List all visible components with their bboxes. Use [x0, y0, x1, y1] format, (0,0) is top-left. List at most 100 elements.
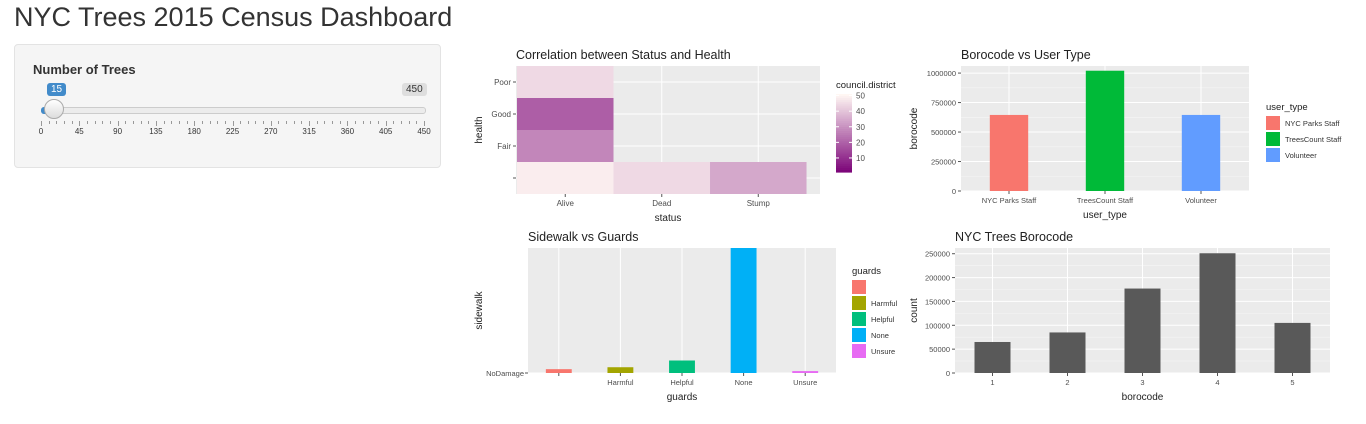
slider-minor-tick	[362, 121, 364, 124]
legend-label: Unsure	[871, 347, 895, 356]
y-tick-label: 750000	[931, 99, 956, 108]
legend-gradient-step	[836, 158, 852, 161]
slider-major-tick	[194, 121, 196, 126]
chart-title: Correlation between Status and Health	[516, 48, 731, 62]
legend-tick-label: 30	[856, 123, 865, 132]
x-tick-label: Unsure	[793, 378, 817, 387]
slider-minor-tick	[125, 121, 127, 124]
slider-panel: Number of Trees 15 450 0 45 90 135 180 225 270…	[14, 44, 441, 168]
slider-minor-tick	[178, 121, 180, 124]
y-tick-label: 150000	[925, 297, 950, 306]
legend-gradient-step	[836, 121, 852, 124]
legend-tick-label: 40	[856, 107, 865, 116]
page-title: NYC Trees 2015 Census Dashboard	[14, 2, 453, 32]
x-tick-label: 2	[1065, 378, 1069, 387]
slider-tick-label: 450	[417, 127, 431, 136]
legend-gradient-step	[836, 119, 852, 122]
slider-tick-label: 45	[74, 127, 84, 136]
slider-major-tick	[309, 121, 311, 126]
slider-minor-tick	[247, 121, 249, 124]
legend-gradient-step	[836, 160, 852, 163]
legend-tick-label: 50	[856, 92, 865, 101]
slider-ticks: 0 45 90 135 180 225 270 315 360 405 450	[38, 121, 431, 141]
slider-track[interactable]	[41, 107, 426, 114]
slider-label: Number of Trees	[33, 62, 136, 77]
legend-gradient-step	[836, 113, 852, 117]
bar	[730, 248, 757, 373]
legend-key	[1266, 116, 1280, 130]
slider-minor-tick	[201, 121, 203, 124]
slider-minor-tick	[102, 121, 104, 124]
heatmap-cell	[710, 162, 807, 194]
legend-gradient-step	[836, 117, 852, 120]
y-tick-label: 0	[952, 187, 956, 196]
legend-key	[852, 344, 866, 358]
x-tick-label: Helpful	[670, 378, 694, 387]
bar	[974, 341, 1011, 373]
x-axis-title: status	[655, 213, 682, 222]
legend-gradient-step	[836, 154, 852, 157]
slider-major-tick	[41, 121, 42, 126]
slider-minor-tick	[163, 121, 165, 124]
x-tick-label: Alive	[557, 199, 575, 208]
legend-label: Volunteer	[1285, 151, 1317, 160]
legend-gradient-step	[836, 150, 852, 154]
legend-gradient-step	[836, 166, 852, 169]
legend-key	[852, 296, 866, 310]
slider-minor-tick	[148, 121, 150, 124]
legend-gradient-step	[836, 103, 852, 107]
slider-tick-label: 0	[38, 127, 44, 136]
slider-minor-tick	[378, 121, 380, 124]
legend-gradient-step	[836, 94, 852, 97]
y-tick-label: Good	[491, 110, 511, 119]
legend-gradient-step	[836, 97, 852, 101]
slider-minor-tick	[355, 121, 357, 124]
y-axis-title: count	[909, 298, 920, 323]
x-tick-label: Harmful	[607, 378, 634, 387]
legend-gradient-step	[836, 164, 852, 167]
legend-key	[852, 280, 866, 294]
bar	[989, 114, 1029, 191]
y-tick-label: 1000000	[927, 69, 956, 78]
slider-minor-tick	[224, 121, 226, 124]
slider-minor-tick	[370, 121, 372, 124]
y-axis-title: borocode	[909, 107, 920, 149]
sidewalk-guards-chart: NoDamage Harmful Helpful None Unsure Sidewalk…	[474, 230, 898, 403]
slider-major-tick	[232, 121, 234, 126]
slider-minor-tick	[301, 121, 303, 124]
bar	[1181, 114, 1221, 191]
bar	[1199, 253, 1236, 373]
slider-minor-tick	[86, 121, 88, 124]
chart-title: Sidewalk vs Guards	[528, 230, 638, 244]
legend-gradient-step	[836, 146, 852, 150]
slider-minor-tick	[140, 121, 142, 124]
slider-handle[interactable]	[43, 99, 64, 119]
y-tick-label: 500000	[931, 128, 956, 137]
slider-major-tick	[347, 121, 349, 126]
slider-max-value: 450	[402, 83, 427, 96]
slider-minor-tick	[209, 121, 211, 124]
legend-gradient-step	[836, 142, 852, 146]
bar	[792, 371, 819, 373]
legend-gradient-step	[836, 123, 852, 126]
y-tick-label: 250000	[925, 250, 950, 259]
x-tick-label: 3	[1140, 378, 1144, 387]
y-tick-label: 50000	[929, 345, 950, 354]
slider-major-tick	[79, 121, 81, 126]
slider-tick-label: 180	[187, 127, 201, 136]
legend-label: None	[871, 331, 889, 340]
slider-tick-label: 315	[302, 127, 316, 136]
slider-minor-tick	[56, 121, 58, 124]
slider-current-value: 15	[47, 83, 67, 96]
slider-tick-label: 225	[225, 127, 240, 136]
slider-minor-tick	[416, 121, 418, 124]
slider-minor-tick	[171, 121, 173, 124]
legend-gradient-step	[836, 99, 852, 103]
y-tick-label: 200000	[925, 274, 950, 283]
x-axis-title: borocode	[1122, 392, 1164, 403]
borocode-usertype-chart: 0 250000 500000 750000 1000000 NYC Parks Staf…	[909, 48, 1342, 221]
x-tick-label: Stump	[747, 199, 771, 208]
bar	[1049, 332, 1086, 373]
legend-label: Harmful	[871, 299, 898, 308]
slider-major-tick	[385, 121, 387, 126]
